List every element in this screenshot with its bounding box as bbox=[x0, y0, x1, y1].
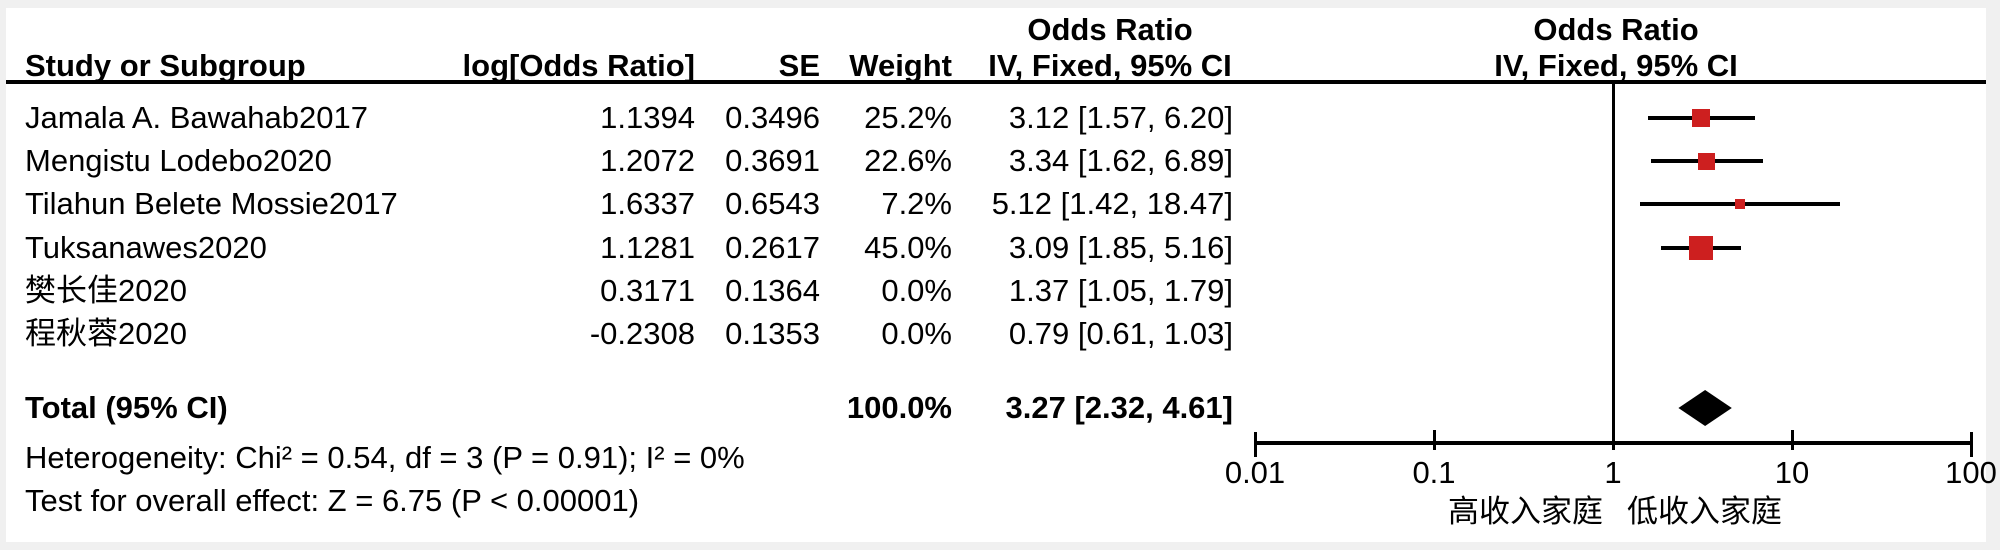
heterogeneity-stats: Heterogeneity: Chi² = 0.54, df = 3 (P = … bbox=[25, 440, 745, 475]
log-odds-ratio-value: 1.2072 bbox=[600, 143, 695, 178]
x-axis-tick bbox=[1432, 430, 1436, 450]
column-header-study: Study or Subgroup bbox=[25, 48, 306, 83]
ci-value: 1.37 [1.05, 1.79] bbox=[1008, 273, 1233, 308]
ci-value: 3.12 [1.57, 6.20] bbox=[1008, 100, 1233, 135]
plot-or-column-title: Odds Ratio bbox=[1533, 12, 1699, 47]
overall-effect-stats: Test for overall effect: Z = 6.75 (P < 0… bbox=[25, 483, 640, 518]
column-header-table-ci: IV, Fixed, 95% CI bbox=[988, 48, 1232, 83]
study-point-estimate-square bbox=[1688, 236, 1713, 260]
x-axis-tick bbox=[1253, 432, 1257, 457]
total-ci-text: 3.27 [2.32, 4.61] bbox=[1005, 390, 1234, 425]
weight-value: 45.0% bbox=[864, 230, 952, 265]
study-row: Mengistu Lodebo2020 1.2072 0.3691 22.6% 3.34… bbox=[0, 141, 2000, 181]
ci-value: 3.34 [1.62, 6.89] bbox=[1008, 143, 1233, 178]
study-name: 程秋蓉2020 bbox=[25, 316, 187, 351]
ci-value: 0.79 [0.61, 1.03] bbox=[1008, 316, 1233, 351]
total-weight: 100.0% bbox=[846, 390, 952, 425]
header-divider-line bbox=[6, 80, 1986, 84]
weight-value: 25.2% bbox=[864, 100, 952, 135]
study-point-estimate-square bbox=[1698, 152, 1716, 170]
se-value: 0.2617 bbox=[725, 230, 820, 265]
study-name: Jamala A. Bawahab2017 bbox=[25, 100, 368, 135]
x-axis-tick bbox=[1790, 430, 1794, 450]
log-odds-ratio-value: 1.1394 bbox=[600, 100, 695, 135]
study-name: Tuksanawes2020 bbox=[25, 230, 267, 265]
weight-value: 0.0% bbox=[881, 316, 952, 351]
log-odds-ratio-value: -0.2308 bbox=[589, 316, 695, 351]
ci-value: 3.09 [1.85, 5.16] bbox=[1008, 230, 1233, 265]
se-value: 0.6543 bbox=[725, 186, 820, 221]
study-row: 樊长佳2020 0.3171 0.1364 0.0% 1.37 [1.05, 1.79] bbox=[0, 271, 2000, 311]
column-header-se: SE bbox=[778, 48, 820, 83]
column-header-plot-ci: IV, Fixed, 95% CI bbox=[1494, 48, 1738, 83]
study-row: Jamala A. Bawahab2017 1.1394 0.3496 25.2% 3.… bbox=[0, 98, 2000, 138]
study-name: Tilahun Belete Mossie2017 bbox=[25, 186, 398, 221]
x-axis-tick-label: 10 bbox=[1774, 455, 1810, 490]
study-point-estimate-square bbox=[1734, 199, 1745, 209]
ci-value: 5.12 [1.42, 18.47] bbox=[991, 186, 1233, 221]
weight-value: 7.2% bbox=[881, 186, 952, 221]
no-effect-line bbox=[1612, 84, 1615, 443]
study-name: 樊长佳2020 bbox=[25, 273, 187, 308]
favours-left-label: 高收入家庭 bbox=[1448, 494, 1603, 529]
weight-value: 22.6% bbox=[864, 143, 952, 178]
se-value: 0.3691 bbox=[725, 143, 820, 178]
x-axis-tick-label: 100 bbox=[1945, 455, 1997, 490]
study-row: Tilahun Belete Mossie2017 1.6337 0.6543 7.2… bbox=[0, 184, 2000, 224]
log-odds-ratio-value: 0.3171 bbox=[600, 273, 695, 308]
study-row: Tuksanawes2020 1.1281 0.2617 45.0% 3.09 [1.8… bbox=[0, 228, 2000, 268]
se-value: 0.3496 bbox=[725, 100, 820, 135]
table-or-column-title: Odds Ratio bbox=[1027, 12, 1193, 47]
log-odds-ratio-value: 1.6337 bbox=[600, 186, 695, 221]
se-value: 0.1353 bbox=[725, 316, 820, 351]
plot-canvas bbox=[6, 8, 1986, 542]
column-header-weight: Weight bbox=[849, 48, 952, 83]
study-point-estimate-square bbox=[1692, 109, 1711, 127]
x-axis-tick-label: 0.01 bbox=[1224, 455, 1286, 490]
x-axis-tick bbox=[1969, 432, 1973, 457]
study-row: 程秋蓉2020 -0.2308 0.1353 0.0% 0.79 [0.61, 1.03… bbox=[0, 314, 2000, 354]
weight-value: 0.0% bbox=[881, 273, 952, 308]
column-header-log-odds-ratio: log[Odds Ratio] bbox=[462, 48, 695, 83]
favours-right-label: 低收入家庭 bbox=[1627, 494, 1782, 529]
log-odds-ratio-value: 1.1281 bbox=[600, 230, 695, 265]
study-name: Mengistu Lodebo2020 bbox=[25, 143, 332, 178]
total-label: Total (95% CI) bbox=[25, 390, 228, 425]
x-axis-tick-label: 0.1 bbox=[1412, 455, 1456, 490]
x-axis-tick-label: 1 bbox=[1604, 455, 1622, 490]
se-value: 0.1364 bbox=[725, 273, 820, 308]
x-axis-tick bbox=[1611, 430, 1615, 450]
